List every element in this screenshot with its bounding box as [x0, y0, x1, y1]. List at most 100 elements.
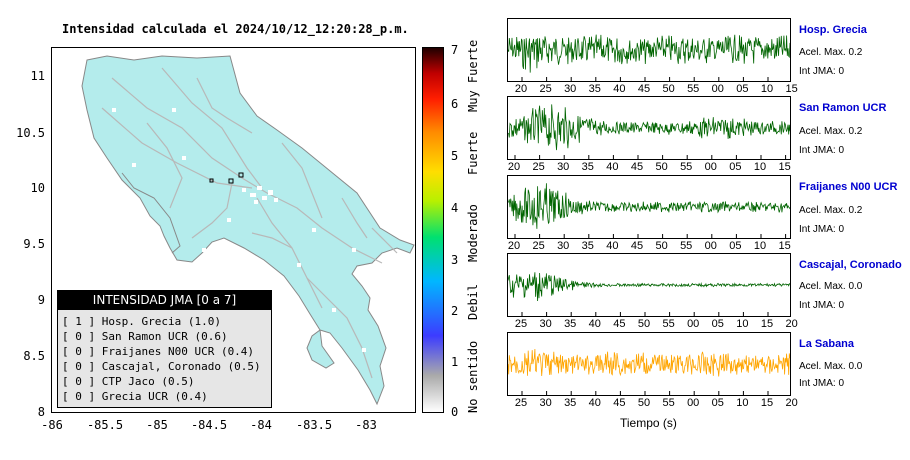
station-int: Int JMA: 0: [799, 378, 845, 389]
station-acel: Acel. Max. 0.2: [799, 47, 863, 58]
waveform-x-tick: 05: [729, 161, 742, 173]
station-int: Int JMA: 0: [799, 224, 845, 235]
waveform-x-tick: 30: [564, 83, 577, 95]
costa-rica-map-svg: [81, 55, 415, 406]
colorbar-tick: 5: [451, 149, 459, 163]
map-y-tick: 8: [37, 405, 45, 419]
colorbar-tick: 6: [451, 97, 459, 111]
station-name: San Ramon UCR: [799, 102, 887, 114]
waveform-line: [507, 34, 791, 73]
waveform-x-tick: 25: [532, 161, 545, 173]
waveform-x-tick: 10: [760, 83, 774, 95]
waveform-plot: [507, 332, 794, 396]
waveform-x-tick: 45: [613, 318, 626, 330]
waveform-x-tick: 05: [729, 240, 742, 252]
legend-item: [ 0 ] Fraijanes N00 UCR (0.4): [62, 345, 255, 358]
station-acel: Acel. Max. 0.0: [799, 361, 863, 372]
station-acel: Acel. Max. 0.2: [799, 126, 863, 137]
waveform-x-tick: 00: [687, 397, 700, 409]
map-x-tick: -84: [250, 418, 272, 432]
waveform-x-tick: 35: [581, 240, 594, 252]
station-int: Int JMA: 0: [799, 145, 845, 156]
map-x-tick: -84.5: [190, 418, 228, 432]
station-points: [112, 108, 366, 352]
map-x-tick: -85: [146, 418, 168, 432]
legend-item: [ 1 ] Hosp. Grecia (1.0): [62, 315, 221, 328]
waveform-x-tick: 20: [785, 318, 798, 330]
colorbar-tick: 0: [451, 405, 459, 419]
waveform-x-tick: 50: [637, 397, 651, 409]
waveform-x-tick: 30: [557, 240, 570, 252]
map-x-tick: -83.5: [295, 418, 333, 432]
waveform-x-tick: 05: [711, 318, 724, 330]
waveform-x-tick: 30: [557, 161, 570, 173]
waveform-x-tick: 10: [753, 240, 767, 252]
map-y-tick: 11: [30, 69, 45, 83]
intensity-colorbar: [422, 47, 444, 413]
selected-stations: [209, 172, 244, 184]
waveform-trace: [507, 348, 794, 395]
waveform-x-tick: 35: [564, 397, 577, 409]
waveform-trace: [507, 104, 791, 159]
waveform-x-tick: 45: [637, 83, 651, 95]
waveform-x-tick: 00: [687, 318, 700, 330]
colorbar-label: Moderado: [466, 204, 480, 262]
waveform-x-tick: 25: [514, 397, 528, 409]
waveform-plot: [507, 96, 791, 160]
waveform-x-tick: 05: [711, 397, 724, 409]
waveform-line: [507, 348, 791, 377]
colorbar-tick: 3: [451, 253, 459, 267]
waveform-x-tick: 25: [532, 240, 545, 252]
waveform-x-tick: 50: [655, 161, 668, 173]
waveform-x-tick: 15: [778, 240, 791, 252]
colorbar-label: Debil: [466, 283, 480, 320]
station-int: Int JMA: 0: [799, 66, 845, 77]
waveform-x-tick: 40: [606, 161, 619, 173]
waveform-x-tick: 30: [539, 397, 552, 409]
legend-item: [ 0 ] San Ramon UCR (0.6): [62, 330, 228, 343]
colorbar-label: No sentido: [466, 340, 480, 413]
waveform-x-tick: 10: [736, 397, 749, 409]
waveform-x-tick: 00: [711, 83, 724, 95]
map-title: Intensidad calculada el 2024/10/12_12:20…: [62, 22, 409, 36]
waveform-x-tick: 35: [581, 161, 594, 173]
station-acel: Acel. Max. 0.0: [799, 281, 863, 292]
waveform-x-tick: 10: [753, 161, 767, 173]
waveform-line: [507, 104, 791, 151]
colorbar-tick: 2: [451, 304, 459, 318]
colorbar-label: Fuerte: [466, 131, 480, 175]
map-y-tick: 9.5: [23, 237, 45, 251]
waveform-x-tick: 05: [736, 83, 749, 95]
waveform-x-tick: 25: [514, 318, 528, 330]
waveform-x-tick: 40: [588, 318, 601, 330]
waveform-x-tick: 50: [655, 240, 668, 252]
station-name: Hosp. Grecia: [799, 24, 867, 36]
waveform-trace: [507, 34, 794, 81]
waveform-plot: [507, 253, 794, 317]
legend-item: [ 0 ] CTP Jaco (0.5): [62, 375, 195, 388]
station-name: Cascajal, Coronado: [799, 259, 902, 271]
colorbar-tick: 7: [451, 43, 459, 57]
waveform-x-tick: 10: [736, 318, 749, 330]
road-network: [101, 67, 398, 379]
map-y-tick: 10.5: [16, 126, 45, 140]
waveform-x-tick: 15: [785, 83, 798, 95]
legend-item: [ 0 ] Grecia UCR (0.4): [62, 390, 208, 403]
waveform-x-tick: 50: [662, 83, 675, 95]
waveform-x-tick: 55: [680, 240, 693, 252]
map-x-tick: -83: [355, 418, 377, 432]
station-int: Int JMA: 0: [799, 300, 845, 311]
waveform-trace: [507, 272, 794, 316]
waveform-line: [507, 272, 791, 302]
map-y-tick: 10: [30, 181, 45, 195]
waveform-trace: [507, 183, 791, 238]
waveform-x-tick: 30: [539, 318, 552, 330]
waveform-plot: [507, 175, 791, 239]
waveform-x-tick: 40: [588, 397, 601, 409]
colorbar-tick: 4: [451, 201, 459, 215]
station-name: La Sabana: [799, 338, 855, 350]
waveform-x-tick: 35: [588, 83, 601, 95]
map-x-tick: -86: [41, 418, 63, 432]
waveform-x-tick: 50: [637, 318, 651, 330]
colorbar-label: Muy Fuerte: [466, 39, 480, 112]
